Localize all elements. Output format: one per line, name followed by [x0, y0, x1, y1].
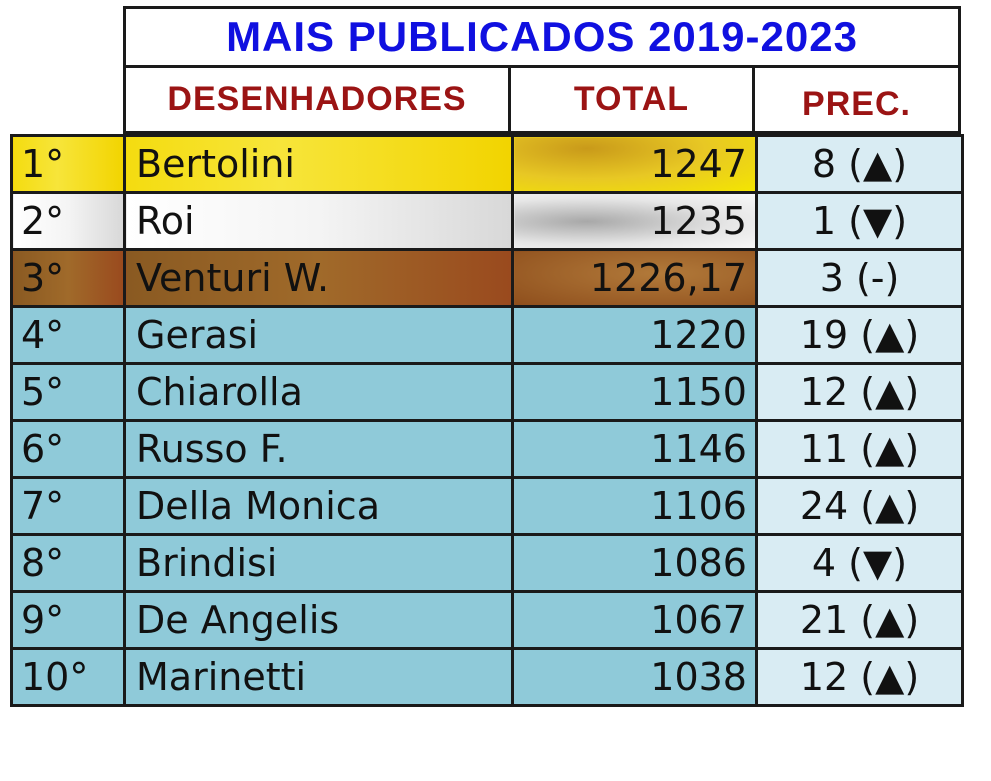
table-row: 5° Chiarolla 1150 12 (▲)	[10, 362, 964, 422]
table-row: 9° De Angelis 1067 21 (▲)	[10, 590, 964, 650]
header-row: DESENHADORES TOTAL PREC.	[123, 68, 961, 134]
header-prec: PREC.	[755, 68, 961, 134]
prec-cell: 11 (▲)	[755, 419, 964, 479]
rank-cell: 2°	[10, 191, 126, 251]
total-cell: 1150	[511, 362, 758, 422]
total-cell: 1106	[511, 476, 758, 536]
prec-cell: 12 (▲)	[755, 647, 964, 707]
name-cell: Marinetti	[123, 647, 514, 707]
name-cell: De Angelis	[123, 590, 514, 650]
prec-cell: 4 (▼)	[755, 533, 964, 593]
table-row: 2° Roi 1235 1 (▼)	[10, 191, 964, 251]
name-cell: Brindisi	[123, 533, 514, 593]
prec-cell: 8 (▲)	[755, 134, 964, 194]
table-row: 10° Marinetti 1038 12 (▲)	[10, 647, 964, 707]
prec-cell: 19 (▲)	[755, 305, 964, 365]
rank-cell: 4°	[10, 305, 126, 365]
table-row: 4° Gerasi 1220 19 (▲)	[10, 305, 964, 365]
rank-cell: 9°	[10, 590, 126, 650]
table-row: 3° Venturi W. 1226,17 3 (-)	[10, 248, 964, 308]
total-cell: 1226,17	[511, 248, 758, 308]
name-cell: Della Monica	[123, 476, 514, 536]
total-cell: 1067	[511, 590, 758, 650]
table-row: 6° Russo F. 1146 11 (▲)	[10, 419, 964, 479]
title-box: MAIS PUBLICADOS 2019-2023	[123, 6, 961, 68]
prec-cell: 3 (-)	[755, 248, 964, 308]
prec-cell: 21 (▲)	[755, 590, 964, 650]
total-cell: 1220	[511, 305, 758, 365]
header-desenhadores: DESENHADORES	[123, 68, 511, 134]
name-cell: Bertolini	[123, 134, 514, 194]
total-cell: 1086	[511, 533, 758, 593]
rank-cell: 6°	[10, 419, 126, 479]
name-cell: Russo F.	[123, 419, 514, 479]
page-title: MAIS PUBLICADOS 2019-2023	[226, 13, 858, 60]
rank-cell: 10°	[10, 647, 126, 707]
table-row: 1° Bertolini 1247 8 (▲)	[10, 134, 964, 194]
name-cell: Roi	[123, 191, 514, 251]
name-cell: Chiarolla	[123, 362, 514, 422]
prec-cell: 12 (▲)	[755, 362, 964, 422]
table-row: 8° Brindisi 1086 4 (▼)	[10, 533, 964, 593]
total-cell: 1038	[511, 647, 758, 707]
rank-cell: 3°	[10, 248, 126, 308]
table-row: 7° Della Monica 1106 24 (▲)	[10, 476, 964, 536]
rank-cell: 5°	[10, 362, 126, 422]
total-cell: 1235	[511, 191, 758, 251]
rank-cell: 1°	[10, 134, 126, 194]
rank-cell: 7°	[10, 476, 126, 536]
total-cell: 1146	[511, 419, 758, 479]
rank-cell: 8°	[10, 533, 126, 593]
ranking-table: 1° Bertolini 1247 8 (▲) 2° Roi 1235 1 (▼…	[10, 134, 964, 707]
total-cell: 1247	[511, 134, 758, 194]
header-total: TOTAL	[511, 68, 755, 134]
name-cell: Gerasi	[123, 305, 514, 365]
prec-cell: 1 (▼)	[755, 191, 964, 251]
name-cell: Venturi W.	[123, 248, 514, 308]
prec-cell: 24 (▲)	[755, 476, 964, 536]
